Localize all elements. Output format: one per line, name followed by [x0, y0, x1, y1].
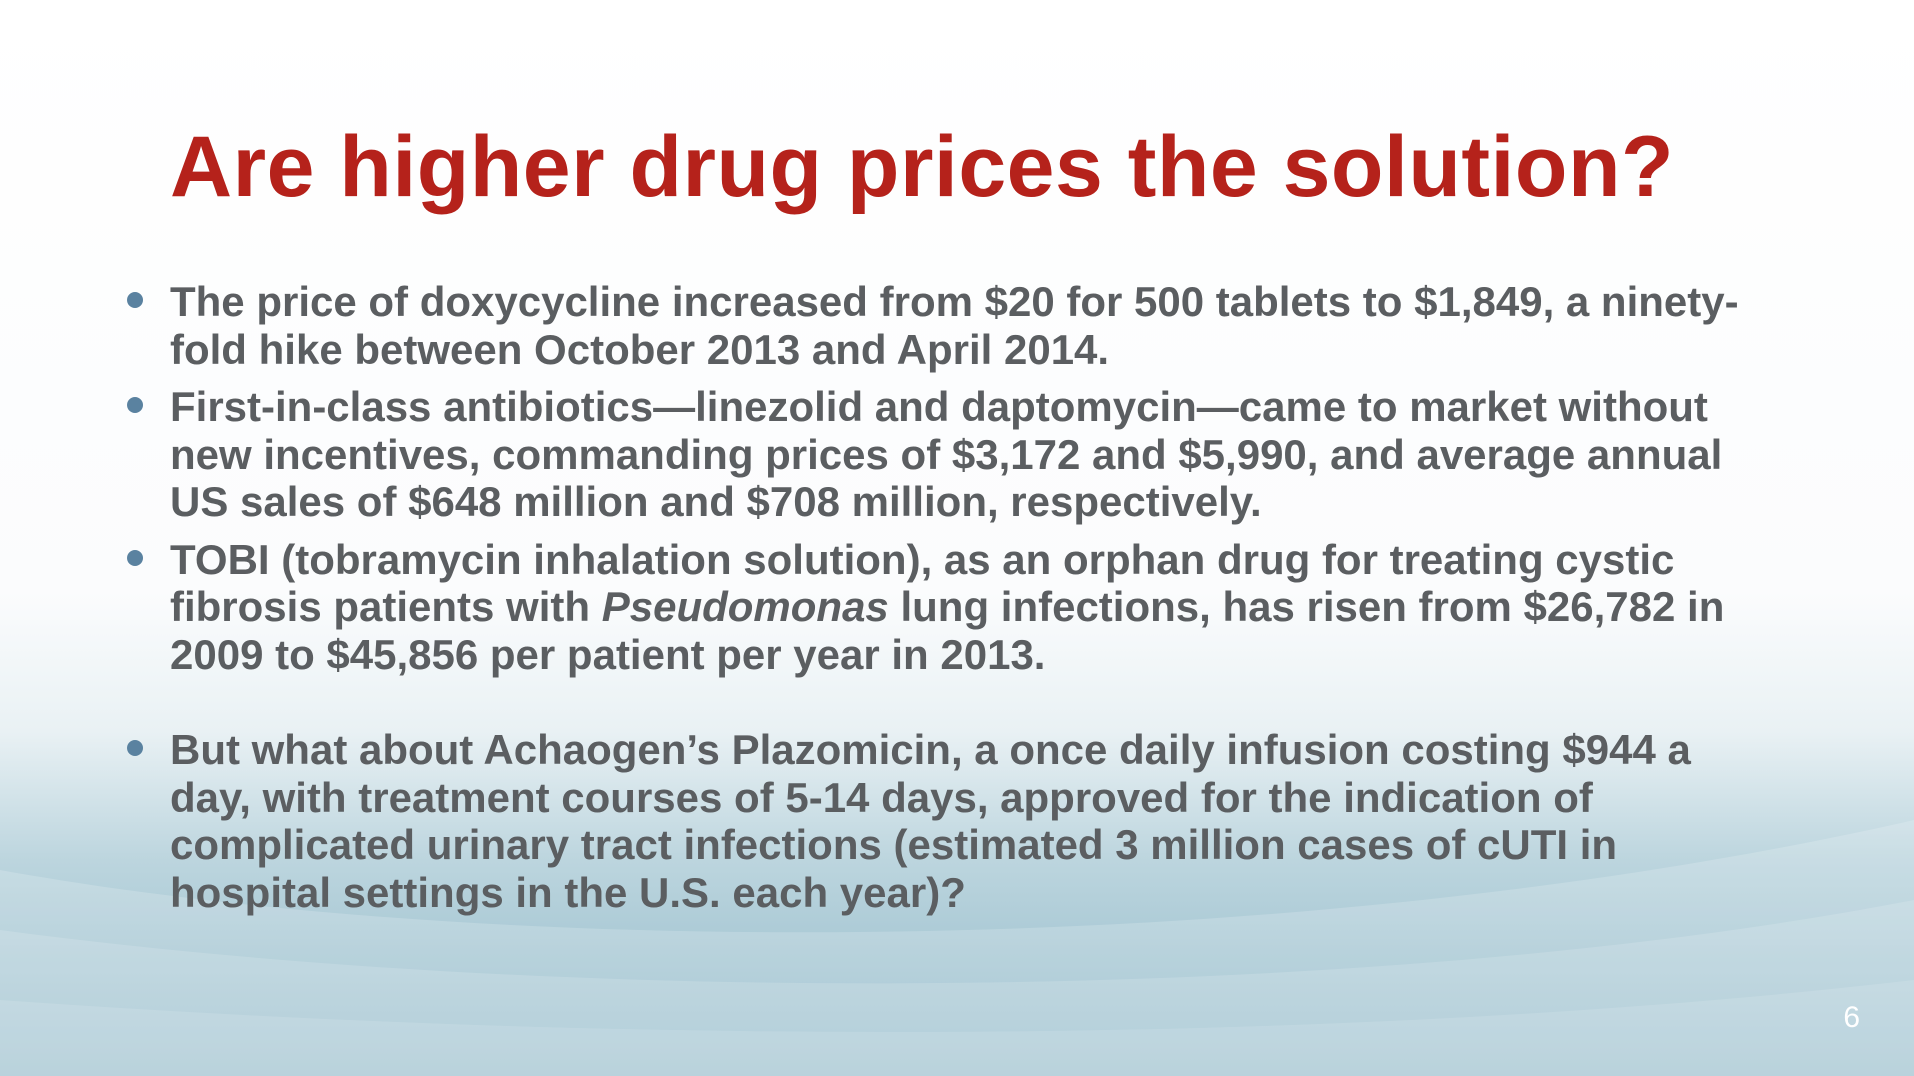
- bullet-dot-icon: [127, 397, 143, 413]
- page-number: 6: [1843, 1001, 1860, 1034]
- bullet-text: But what about Achaogen’s Plazomicin, a …: [170, 726, 1691, 916]
- bullet-text: The price of doxycycline increased from …: [170, 278, 1739, 373]
- bullet-text-start: TOBI (tobramycin inhalation solution), a…: [170, 535, 1675, 631]
- bullet-item: The price of doxycycline increased from …: [127, 278, 1740, 373]
- bullet-item: TOBI (tobramycin inhalation solution), a…: [127, 535, 1740, 679]
- slide-title: Are higher drug prices the solution?: [170, 119, 1675, 215]
- bullet-item: But what about Achaogen’s Plazomicin, a …: [127, 726, 1740, 916]
- bullet-text: First-in-class antibiotics—linezolid and…: [170, 383, 1723, 525]
- bullet-dot-icon: [127, 549, 143, 566]
- bullet-text-end: lung infections, has risen from $26,782 …: [170, 583, 1725, 678]
- bullet-text-italic: Pseudomonas: [601, 583, 889, 630]
- bullet-dot-icon: [127, 740, 143, 756]
- bullet-dot-icon: [127, 292, 143, 308]
- bullet-list: The price of doxycycline increased from …: [127, 278, 1740, 926]
- bullet-item: First-in-class antibiotics—linezolid and…: [127, 383, 1740, 526]
